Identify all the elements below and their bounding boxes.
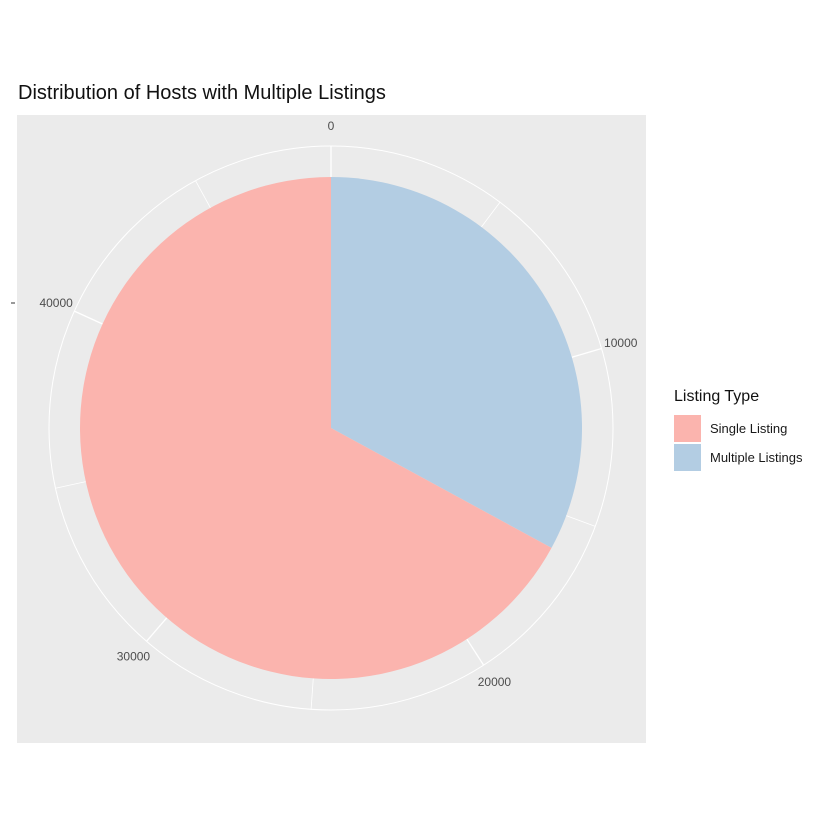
angular-tick-label: 20000: [478, 675, 512, 689]
grid-line: [571, 347, 602, 358]
chart-title: Distribution of Hosts with Multiple List…: [18, 82, 386, 104]
grid-line: [55, 481, 86, 489]
grid-line: [74, 310, 103, 325]
pie-slice-multiple-listings: [331, 177, 582, 548]
grid-layer: [48, 145, 614, 711]
grid-line: [566, 515, 596, 527]
tick-layer: 0 10000 20000 30000 40000: [39, 119, 637, 689]
angular-tick-label: 10000: [604, 336, 638, 350]
grid-line: [481, 201, 501, 228]
legend-label-multiple-listings: Multiple Listings: [710, 450, 803, 465]
pie-slice-single-listing: [80, 177, 552, 680]
grid-line: [310, 678, 314, 710]
angular-tick-label: 30000: [117, 649, 151, 663]
legend-title: Listing Type: [674, 388, 760, 405]
angular-tick-label: 0: [328, 119, 335, 133]
legend-swatch-multiple-listings: [674, 444, 701, 471]
legend-item-single-listing: Single Listing: [674, 414, 803, 443]
legend: Listing Type Single Listing Multiple Lis…: [674, 388, 803, 472]
grid-line: [195, 180, 211, 209]
angular-tick-label: 40000: [39, 296, 73, 310]
legend-item-multiple-listings: Multiple Listings: [674, 443, 803, 472]
grid-line: [466, 638, 485, 666]
legend-label-single-listing: Single Listing: [710, 421, 788, 436]
legend-swatch-single-listing: [674, 415, 701, 442]
slice-layer: [80, 177, 582, 680]
grid-line: [146, 617, 168, 642]
